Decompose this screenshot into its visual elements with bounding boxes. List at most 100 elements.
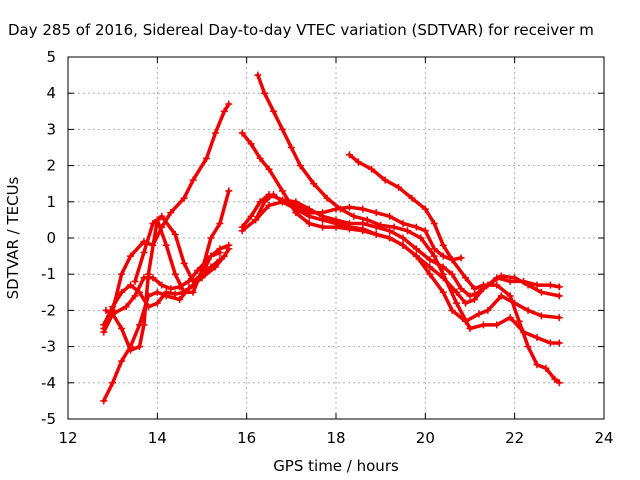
data-point: [131, 277, 139, 285]
y-axis-label: SDTVAR / TECUs: [4, 176, 22, 299]
data-point: [162, 288, 170, 296]
data-point: [359, 220, 367, 228]
data-point: [493, 321, 501, 329]
data-point: [102, 306, 110, 314]
data-point: [140, 274, 148, 282]
data-point: [287, 144, 295, 151]
data-point: [479, 281, 487, 289]
data-point: [537, 288, 545, 296]
data-point: [363, 216, 371, 224]
data-point: [466, 325, 474, 332]
data-point: [470, 296, 478, 304]
data-point: [408, 194, 416, 202]
data-point: [453, 288, 461, 296]
data-point: [417, 234, 425, 242]
data-point: [305, 209, 313, 217]
data-point: [265, 201, 273, 209]
data-point: [359, 205, 367, 213]
data-point: [448, 306, 456, 314]
data-point: [332, 205, 340, 213]
data-point: [368, 165, 376, 173]
data-series: [100, 71, 563, 405]
data-point: [345, 203, 353, 211]
data-point: [319, 223, 327, 231]
data-point: [453, 299, 461, 307]
data-point: [462, 299, 470, 307]
y-tick-label: 0: [46, 229, 56, 247]
data-point: [305, 220, 313, 228]
series-track-11: [345, 151, 563, 387]
data-point: [555, 339, 563, 347]
data-point: [345, 225, 353, 233]
data-point: [470, 285, 478, 293]
data-point: [457, 285, 465, 293]
data-point: [252, 216, 260, 224]
data-point: [403, 227, 411, 235]
data-point: [426, 270, 434, 278]
series-line: [104, 189, 231, 352]
y-tick-label: -3: [41, 338, 56, 356]
x-tick-label: 14: [148, 429, 167, 447]
data-point: [551, 375, 559, 383]
data-point: [225, 241, 233, 249]
x-tick-label: 22: [505, 429, 524, 447]
data-point: [386, 234, 394, 242]
data-point: [238, 129, 246, 137]
data-point: [278, 187, 286, 195]
data-point: [412, 252, 420, 260]
data-point: [247, 140, 255, 148]
data-point: [399, 220, 407, 228]
data-point: [555, 283, 563, 291]
data-point: [180, 194, 188, 202]
data-point: [377, 221, 385, 229]
data-point: [292, 209, 300, 217]
data-point: [462, 274, 470, 282]
data-point: [448, 256, 456, 264]
data-point: [118, 325, 126, 332]
data-point: [171, 290, 179, 298]
data-point: [158, 212, 166, 220]
data-point: [381, 176, 389, 184]
data-point: [533, 334, 541, 342]
y-tick-label: 2: [46, 157, 56, 175]
data-point: [533, 281, 541, 289]
data-point: [390, 223, 398, 231]
data-point: [127, 281, 135, 289]
series-line: [101, 247, 231, 403]
data-point: [189, 277, 197, 285]
data-point: [265, 191, 273, 199]
data-point: [269, 107, 277, 115]
data-point: [202, 154, 210, 162]
data-point: [475, 288, 483, 296]
data-point: [475, 310, 483, 318]
data-point: [216, 256, 224, 264]
data-point: [515, 317, 523, 325]
data-point: [176, 296, 184, 304]
data-point: [511, 274, 519, 282]
data-point: [261, 89, 269, 97]
data-point: [171, 270, 179, 278]
data-point: [256, 154, 264, 162]
y-tick-label: 1: [46, 193, 56, 211]
data-point: [524, 281, 532, 289]
data-point: [118, 270, 126, 278]
data-point: [412, 245, 420, 253]
data-point: [225, 100, 233, 108]
series-line: [133, 214, 222, 284]
series-track-6: [131, 212, 224, 285]
data-point: [180, 288, 188, 296]
data-point: [310, 180, 318, 188]
data-point: [158, 281, 166, 289]
data-point: [167, 209, 175, 217]
data-point: [100, 397, 108, 405]
data-point: [546, 339, 554, 347]
data-point: [430, 220, 438, 228]
series-track-10: [254, 71, 563, 347]
data-point: [153, 299, 161, 307]
data-point: [546, 281, 554, 289]
data-point: [167, 285, 175, 293]
data-point: [350, 212, 358, 220]
data-point: [448, 270, 456, 278]
y-tick-label: -1: [41, 265, 56, 283]
